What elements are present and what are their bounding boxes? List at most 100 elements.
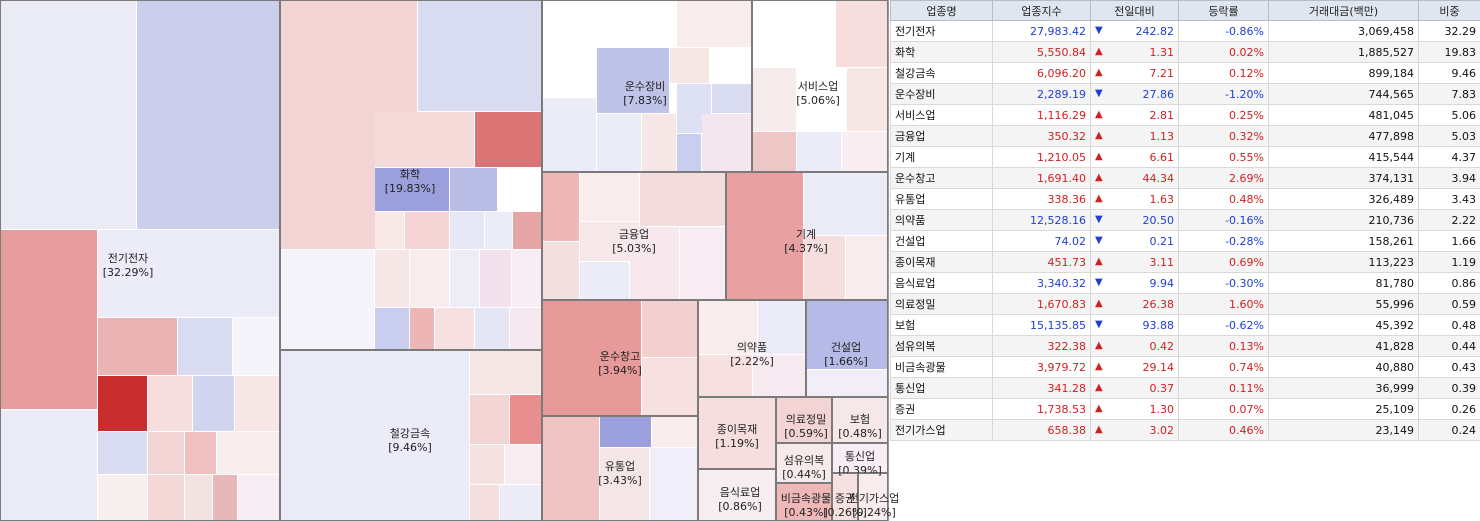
treemap-sector-block[interactable] — [832, 473, 858, 521]
treemap-stock-tile[interactable] — [137, 0, 280, 230]
treemap-stock-tile[interactable] — [670, 48, 710, 84]
treemap-stock-tile[interactable] — [450, 212, 485, 250]
table-row[interactable]: 운수장비 2,289.19 ▼ 27.86 -1.20% 744,565 7.83 — [890, 83, 1480, 105]
treemap-stock-tile[interactable] — [542, 98, 597, 172]
treemap-stock-tile[interactable] — [712, 84, 752, 114]
treemap-stock-tile[interactable] — [178, 318, 233, 376]
table-row[interactable]: 전기가스업 658.38 ▲ 3.02 0.46% 23,149 0.24 — [890, 419, 1480, 441]
table-row[interactable]: 기계 1,210.05 ▲ 6.61 0.55% 415,544 4.37 — [890, 146, 1480, 168]
treemap-stock-tile[interactable] — [804, 236, 846, 300]
treemap-stock-tile[interactable] — [580, 262, 630, 300]
treemap-stock-tile[interactable] — [698, 300, 758, 355]
col-header-index[interactable]: 업종지수 — [992, 0, 1091, 21]
treemap-stock-tile[interactable] — [148, 376, 193, 432]
treemap-stock-tile[interactable] — [405, 212, 450, 250]
treemap-sector-block[interactable] — [858, 473, 888, 521]
treemap-stock-tile[interactable] — [542, 300, 642, 416]
treemap-stock-tile[interactable] — [0, 0, 137, 230]
treemap-stock-tile[interactable] — [597, 48, 670, 114]
treemap-sector-block[interactable] — [806, 300, 888, 397]
treemap-stock-tile[interactable] — [702, 114, 752, 172]
table-row[interactable]: 금융업 350.32 ▲ 1.13 0.32% 477,898 5.03 — [890, 125, 1480, 147]
treemap-stock-tile[interactable] — [485, 212, 513, 250]
treemap-stock-tile[interactable] — [698, 355, 753, 397]
treemap-sector-block[interactable] — [542, 0, 752, 172]
treemap-sector-block[interactable] — [280, 0, 542, 350]
treemap-stock-tile[interactable] — [375, 308, 410, 350]
treemap-stock-tile[interactable] — [185, 475, 213, 521]
treemap-stock-tile[interactable] — [752, 132, 797, 172]
treemap-stock-tile[interactable] — [98, 318, 178, 376]
treemap-stock-tile[interactable] — [797, 68, 847, 132]
treemap-stock-tile[interactable] — [375, 168, 450, 212]
treemap-stock-tile[interactable] — [542, 172, 580, 242]
treemap-stock-tile[interactable] — [542, 0, 677, 48]
treemap-sector-block[interactable] — [280, 350, 542, 521]
table-row[interactable]: 건설업 74.02 ▼ 0.21 -0.28% 158,261 1.66 — [890, 230, 1480, 252]
treemap-sector-block[interactable] — [726, 172, 888, 300]
treemap-stock-tile[interactable] — [280, 250, 375, 350]
treemap-stock-tile[interactable] — [677, 134, 702, 172]
treemap-stock-tile[interactable] — [776, 483, 832, 521]
table-row[interactable]: 섬유의복 322.38 ▲ 0.42 0.13% 41,828 0.44 — [890, 335, 1480, 357]
treemap-stock-tile[interactable] — [470, 395, 510, 445]
treemap-stock-tile[interactable] — [752, 0, 836, 68]
treemap-sector-block[interactable] — [542, 172, 726, 300]
table-row[interactable]: 보험 15,135.85 ▼ 93.88 -0.62% 45,392 0.48 — [890, 314, 1480, 336]
treemap-stock-tile[interactable] — [836, 0, 888, 68]
table-row[interactable]: 종이목재 451.73 ▲ 3.11 0.69% 113,223 1.19 — [890, 251, 1480, 273]
treemap-stock-tile[interactable] — [375, 112, 475, 168]
treemap-stock-tile[interactable] — [597, 114, 642, 172]
treemap-stock-tile[interactable] — [98, 376, 148, 432]
table-row[interactable]: 유통업 338.36 ▲ 1.63 0.48% 326,489 3.43 — [890, 188, 1480, 210]
table-row[interactable]: 비금속광물 3,979.72 ▲ 29.14 0.74% 40,880 0.43 — [890, 356, 1480, 378]
col-header-change[interactable]: 전일대비 — [1090, 0, 1179, 21]
treemap-stock-tile[interactable] — [542, 48, 597, 98]
treemap-stock-tile[interactable] — [726, 172, 804, 300]
treemap-stock-tile[interactable] — [470, 485, 500, 521]
treemap-stock-tile[interactable] — [148, 475, 185, 521]
treemap-sector-block[interactable] — [698, 469, 776, 521]
treemap-sector-block[interactable] — [832, 397, 888, 443]
treemap-sector-block[interactable] — [698, 300, 806, 397]
treemap-stock-tile[interactable] — [542, 242, 580, 300]
treemap-stock-tile[interactable] — [542, 416, 600, 521]
treemap-stock-tile[interactable] — [450, 168, 498, 212]
treemap-stock-tile[interactable] — [450, 250, 480, 308]
treemap-stock-tile[interactable] — [98, 432, 148, 475]
treemap-sector-block[interactable] — [698, 397, 776, 469]
treemap-sector-block[interactable] — [776, 483, 832, 521]
table-row[interactable]: 통신업 341.28 ▲ 0.37 0.11% 36,999 0.39 — [890, 377, 1480, 399]
treemap-stock-tile[interactable] — [280, 350, 470, 521]
table-row[interactable]: 화학 5,550.84 ▲ 1.31 0.02% 1,885,527 19.83 — [890, 41, 1480, 63]
treemap-stock-tile[interactable] — [148, 432, 185, 475]
treemap-stock-tile[interactable] — [806, 300, 888, 370]
treemap-stock-tile[interactable] — [98, 230, 280, 318]
treemap-stock-tile[interactable] — [758, 300, 806, 355]
treemap-stock-tile[interactable] — [193, 376, 235, 432]
table-row[interactable]: 음식료업 3,340.32 ▼ 9.94 -0.30% 81,780 0.86 — [890, 272, 1480, 294]
treemap-stock-tile[interactable] — [505, 445, 542, 485]
treemap-stock-tile[interactable] — [375, 250, 410, 308]
treemap-stock-tile[interactable] — [753, 355, 806, 397]
col-header-amount[interactable]: 거래대금(백만) — [1268, 0, 1419, 21]
treemap-stock-tile[interactable] — [418, 0, 542, 112]
treemap-stock-tile[interactable] — [98, 475, 148, 521]
treemap-stock-tile[interactable] — [650, 448, 698, 521]
table-row[interactable]: 운수창고 1,691.40 ▲ 44.34 2.69% 374,131 3.94 — [890, 167, 1480, 189]
treemap-stock-tile[interactable] — [640, 172, 726, 227]
treemap-stock-tile[interactable] — [185, 432, 217, 475]
table-row[interactable]: 의료정밀 1,670.83 ▲ 26.38 1.60% 55,996 0.59 — [890, 293, 1480, 315]
treemap-sector-block[interactable] — [832, 443, 888, 473]
treemap-stock-tile[interactable] — [600, 448, 650, 521]
treemap-stock-tile[interactable] — [375, 212, 405, 250]
treemap-stock-tile[interactable] — [410, 308, 435, 350]
col-header-weight[interactable]: 비중 — [1418, 0, 1480, 21]
treemap-stock-tile[interactable] — [580, 172, 640, 222]
table-row[interactable]: 전기전자 27,983.42 ▼ 242.82 -0.86% 3,069,458 32.29 — [890, 20, 1480, 42]
col-header-sector[interactable]: 업종명 — [890, 0, 993, 21]
treemap-stock-tile[interactable] — [797, 132, 842, 172]
treemap-stock-tile[interactable] — [470, 445, 505, 485]
table-row[interactable]: 증권 1,738.53 ▲ 1.30 0.07% 25,109 0.26 — [890, 398, 1480, 420]
treemap-stock-tile[interactable] — [652, 416, 698, 448]
